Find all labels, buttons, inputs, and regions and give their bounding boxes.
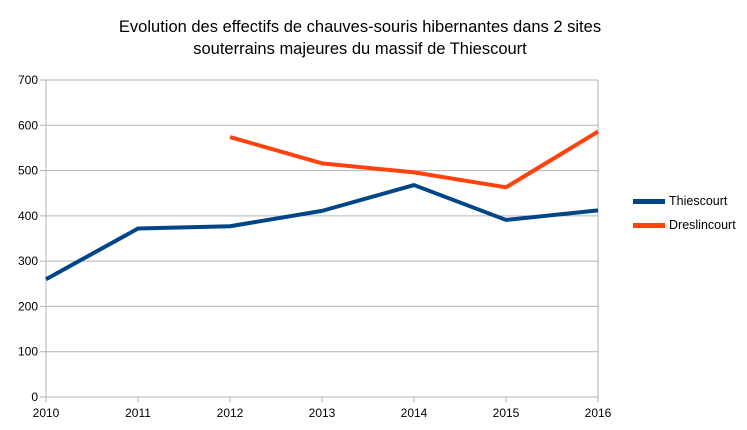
legend-swatch-thiescourt — [633, 198, 665, 204]
x-tick-label: 2014 — [401, 406, 428, 420]
y-tick-label: 700 — [18, 73, 38, 87]
x-tick-label: 2016 — [585, 406, 612, 420]
x-tick-label: 2012 — [217, 406, 244, 420]
y-tick-label: 600 — [18, 118, 38, 132]
x-tick-label: 2010 — [33, 406, 60, 420]
y-tick-label: 300 — [18, 254, 38, 268]
legend-swatch-dreslincourt — [633, 222, 665, 228]
legend-label-dreslincourt: Dreslincourt — [669, 218, 736, 232]
y-tick-label: 200 — [18, 299, 38, 313]
series-line-thiescourt — [45, 183, 599, 282]
legend-item-dreslincourt: Dreslincourt — [633, 213, 736, 237]
x-tick-label: 2015 — [493, 406, 520, 420]
chart-title-line-1: Evolution des effectifs de chauves-souri… — [118, 18, 602, 36]
chart-title-line-2: souterrains majeures du massif de Thiesc… — [193, 40, 527, 58]
y-tick-label: 400 — [18, 209, 38, 223]
x-tick-label: 2011 — [125, 406, 151, 420]
series-line-dreslincourt — [229, 129, 600, 190]
legend-item-thiescourt: Thiescourt — [633, 189, 736, 213]
legend: Thiescourt Dreslincourt — [633, 189, 736, 237]
y-tick-label: 100 — [18, 345, 38, 359]
x-tick-label: 2013 — [309, 406, 336, 420]
legend-label-thiescourt: Thiescourt — [669, 194, 728, 208]
y-tick-label: 0 — [31, 390, 38, 404]
y-tick-label: 500 — [18, 164, 38, 178]
chart-title: Evolution des effectifs de chauves-souri… — [60, 16, 660, 60]
